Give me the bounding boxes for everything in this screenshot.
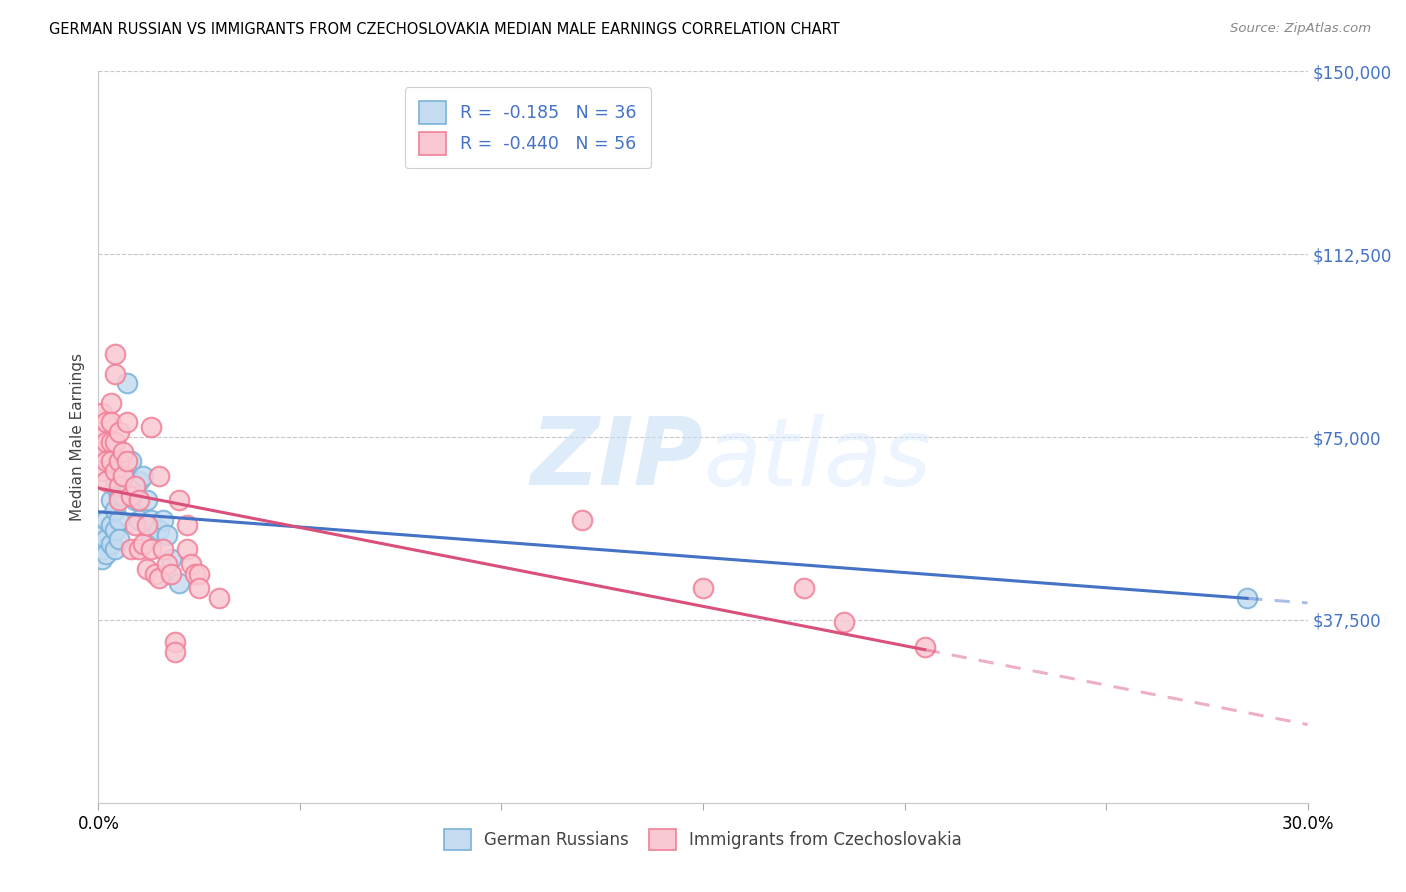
- Point: [107, 479, 129, 493]
- Point: [96, 533, 118, 547]
- Point: [124, 479, 146, 493]
- Point: [96, 434, 118, 449]
- Point: [107, 513, 129, 527]
- Point: [692, 581, 714, 595]
- Text: atlas: atlas: [703, 414, 931, 505]
- Point: [103, 434, 125, 449]
- Point: [132, 469, 155, 483]
- Legend: German Russians, Immigrants from Czechoslovakia: German Russians, Immigrants from Czechos…: [437, 822, 969, 856]
- Point: [124, 517, 146, 532]
- Point: [103, 367, 125, 381]
- Point: [124, 493, 146, 508]
- Point: [100, 517, 122, 532]
- Point: [91, 527, 114, 541]
- Point: [91, 552, 114, 566]
- Point: [914, 640, 936, 654]
- Point: [1236, 591, 1258, 605]
- Point: [107, 489, 129, 503]
- Point: [156, 557, 179, 571]
- Text: Source: ZipAtlas.com: Source: ZipAtlas.com: [1230, 22, 1371, 36]
- Point: [100, 434, 122, 449]
- Point: [91, 444, 114, 458]
- Point: [793, 581, 815, 595]
- Point: [571, 513, 593, 527]
- Point: [156, 527, 179, 541]
- Point: [120, 542, 142, 557]
- Point: [128, 474, 150, 488]
- Point: [96, 513, 118, 527]
- Point: [100, 454, 122, 468]
- Point: [91, 406, 114, 420]
- Point: [103, 479, 125, 493]
- Point: [135, 517, 157, 532]
- Point: [160, 566, 183, 581]
- Point: [100, 416, 122, 430]
- Point: [111, 489, 134, 503]
- Point: [135, 493, 157, 508]
- Point: [100, 493, 122, 508]
- Point: [107, 493, 129, 508]
- Y-axis label: Median Male Earnings: Median Male Earnings: [69, 353, 84, 521]
- Point: [103, 542, 125, 557]
- Point: [208, 591, 231, 605]
- Point: [139, 533, 162, 547]
- Point: [91, 542, 114, 557]
- Point: [91, 464, 114, 478]
- Point: [139, 513, 162, 527]
- Text: GERMAN RUSSIAN VS IMMIGRANTS FROM CZECHOSLOVAKIA MEDIAN MALE EARNINGS CORRELATIO: GERMAN RUSSIAN VS IMMIGRANTS FROM CZECHO…: [49, 22, 839, 37]
- Point: [120, 454, 142, 468]
- Point: [180, 557, 202, 571]
- Point: [115, 454, 138, 468]
- Point: [152, 513, 174, 527]
- Point: [115, 464, 138, 478]
- Point: [111, 469, 134, 483]
- Point: [103, 464, 125, 478]
- Point: [103, 503, 125, 517]
- Point: [107, 425, 129, 440]
- Point: [139, 542, 162, 557]
- Point: [188, 581, 211, 595]
- Point: [167, 576, 190, 591]
- Point: [160, 552, 183, 566]
- Point: [111, 444, 134, 458]
- Point: [96, 547, 118, 561]
- Point: [107, 454, 129, 468]
- Point: [128, 493, 150, 508]
- Point: [184, 566, 207, 581]
- Point: [135, 562, 157, 576]
- Point: [163, 645, 186, 659]
- Point: [103, 347, 125, 361]
- Point: [832, 615, 855, 630]
- Point: [111, 469, 134, 483]
- Point: [148, 469, 170, 483]
- Point: [139, 420, 162, 434]
- Point: [128, 513, 150, 527]
- Point: [96, 416, 118, 430]
- Point: [96, 474, 118, 488]
- Point: [152, 542, 174, 557]
- Point: [100, 537, 122, 551]
- Point: [107, 533, 129, 547]
- Point: [100, 396, 122, 410]
- Text: ZIP: ZIP: [530, 413, 703, 505]
- Point: [115, 416, 138, 430]
- Point: [132, 537, 155, 551]
- Point: [148, 572, 170, 586]
- Point: [163, 635, 186, 649]
- Point: [120, 489, 142, 503]
- Point: [143, 566, 166, 581]
- Point: [91, 430, 114, 444]
- Point: [176, 517, 198, 532]
- Point: [96, 454, 118, 468]
- Point: [167, 493, 190, 508]
- Point: [128, 542, 150, 557]
- Point: [103, 523, 125, 537]
- Point: [124, 479, 146, 493]
- Point: [115, 376, 138, 391]
- Point: [148, 523, 170, 537]
- Point: [188, 566, 211, 581]
- Point: [128, 493, 150, 508]
- Point: [176, 542, 198, 557]
